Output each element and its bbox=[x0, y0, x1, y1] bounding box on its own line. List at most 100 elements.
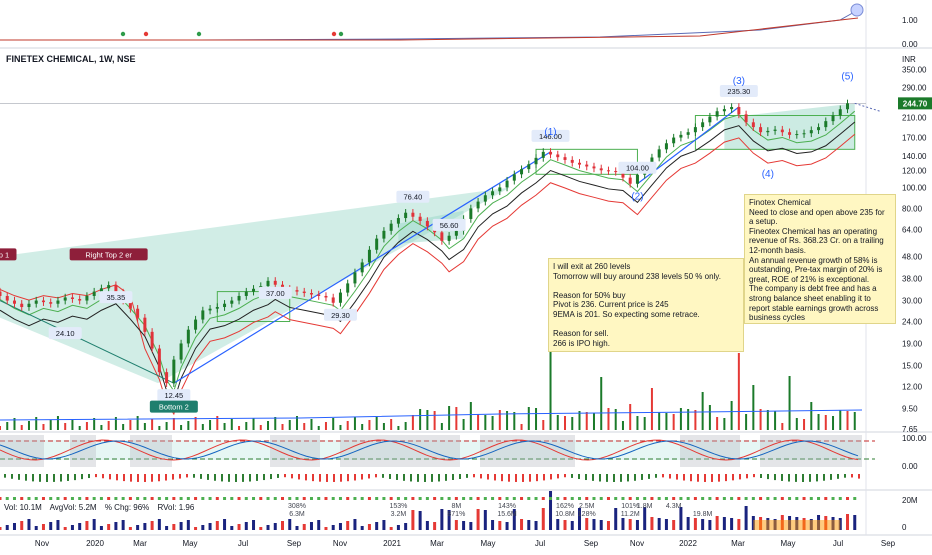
volume-dot bbox=[78, 497, 82, 500]
candle-body bbox=[809, 130, 813, 134]
price-tick-label: 100.00 bbox=[902, 183, 927, 192]
volume-bar bbox=[353, 519, 357, 530]
volume-bar bbox=[92, 519, 96, 530]
volume-bar bbox=[288, 519, 292, 530]
volume-bar-main bbox=[506, 411, 509, 430]
fundamentals-note[interactable]: Finotex Chemical Need to close and open … bbox=[744, 194, 896, 324]
histogram-bar bbox=[620, 474, 622, 482]
histogram-bar bbox=[760, 474, 762, 478]
histogram-bar bbox=[788, 474, 790, 482]
histogram-bar bbox=[284, 474, 286, 478]
volume-bar-main bbox=[35, 417, 38, 430]
volume-bar bbox=[230, 526, 234, 530]
histogram-bar bbox=[179, 474, 181, 479]
volume-dot bbox=[266, 497, 270, 500]
volume-bar bbox=[49, 522, 53, 530]
histogram-bar bbox=[641, 474, 643, 480]
volume-dot bbox=[606, 497, 610, 500]
trade-plan-note[interactable]: I will exit at 260 levels Tomorrow will … bbox=[548, 258, 744, 352]
histogram-bar bbox=[130, 474, 132, 482]
stoch-d-line bbox=[0, 440, 859, 460]
volume-peak-label: 19.8M bbox=[693, 511, 713, 518]
histogram-bar bbox=[837, 474, 839, 479]
candle-body bbox=[128, 300, 132, 309]
volume-dot bbox=[483, 497, 487, 500]
volume-dot bbox=[252, 497, 256, 500]
histogram-bar bbox=[270, 474, 272, 480]
volume-dot bbox=[346, 497, 350, 500]
volume-dot bbox=[309, 497, 313, 500]
histogram-bar bbox=[606, 474, 608, 482]
volume-bar bbox=[12, 523, 16, 530]
volume-dot bbox=[701, 497, 705, 500]
volume-bar bbox=[273, 523, 277, 530]
volume-bar-main bbox=[259, 425, 262, 430]
candle-body bbox=[63, 297, 67, 301]
histogram-bar bbox=[312, 474, 314, 482]
candle-body bbox=[549, 151, 553, 155]
volume-bar-main bbox=[607, 408, 610, 430]
candle-body bbox=[295, 290, 299, 292]
candle-body bbox=[34, 300, 38, 304]
volume-bar bbox=[520, 519, 524, 530]
volume-bar-main bbox=[650, 388, 653, 430]
histogram-bar bbox=[18, 474, 20, 480]
volume-bar bbox=[418, 511, 422, 530]
annotation-label-bg bbox=[48, 327, 82, 340]
candle-body bbox=[375, 238, 379, 250]
histogram-bar bbox=[613, 474, 615, 482]
volume-dot bbox=[773, 497, 777, 500]
volume-bar-main bbox=[42, 424, 45, 430]
volume-bar-main bbox=[585, 412, 588, 430]
volume-dot bbox=[382, 497, 386, 500]
volume-bar-main bbox=[433, 411, 436, 430]
volume-bar-main bbox=[397, 426, 400, 430]
histogram-bar bbox=[158, 474, 160, 482]
volume-dot bbox=[824, 497, 828, 500]
candle-body bbox=[737, 107, 741, 115]
volume-dot bbox=[549, 497, 553, 500]
volume-bar-main bbox=[122, 424, 125, 430]
volume-bar bbox=[411, 510, 415, 530]
volume-dot bbox=[317, 497, 321, 500]
volume-dot bbox=[454, 497, 458, 500]
histogram-bar bbox=[634, 474, 636, 481]
volume-bar bbox=[672, 520, 676, 530]
volume-dot bbox=[20, 497, 24, 500]
signal-dot bbox=[331, 31, 337, 37]
volume-bar-main bbox=[462, 419, 465, 430]
candle-body bbox=[12, 300, 16, 304]
volume-peak-label: 6.3M bbox=[289, 511, 305, 518]
histogram-bar bbox=[732, 474, 734, 481]
histogram-bar bbox=[95, 474, 97, 478]
annotation-label-bg bbox=[157, 389, 191, 402]
volume-bar bbox=[433, 522, 437, 530]
volume-bar-main bbox=[230, 419, 233, 430]
candle-body bbox=[657, 149, 661, 158]
stoch-shade bbox=[340, 435, 460, 467]
x-tick-label: 2022 bbox=[679, 539, 697, 548]
candle-body bbox=[230, 300, 234, 304]
volume-bar bbox=[664, 519, 668, 530]
volume-bar-main bbox=[390, 419, 393, 430]
volume-bar bbox=[708, 520, 712, 530]
volume-dot bbox=[143, 497, 147, 500]
volume-bar-main bbox=[571, 417, 574, 430]
volume-dot bbox=[172, 497, 176, 500]
volume-dot bbox=[498, 497, 502, 500]
annotation-label-bg bbox=[323, 308, 357, 321]
volume-bar-main bbox=[64, 423, 67, 430]
volume-peak-label: 101% bbox=[621, 503, 639, 510]
candle-body bbox=[476, 201, 480, 209]
volume-dot bbox=[556, 497, 560, 500]
volume-bar-main bbox=[136, 416, 139, 430]
annotation-label-bg bbox=[396, 190, 430, 203]
histogram-bar bbox=[599, 474, 601, 482]
histogram-bar bbox=[571, 474, 573, 478]
x-tick-label: Sep bbox=[287, 539, 302, 548]
volume-peak-label: 11.2M bbox=[621, 511, 640, 518]
stoch-tick-label: 100.00 bbox=[902, 434, 927, 443]
price-tick-label: 350.00 bbox=[902, 66, 927, 75]
